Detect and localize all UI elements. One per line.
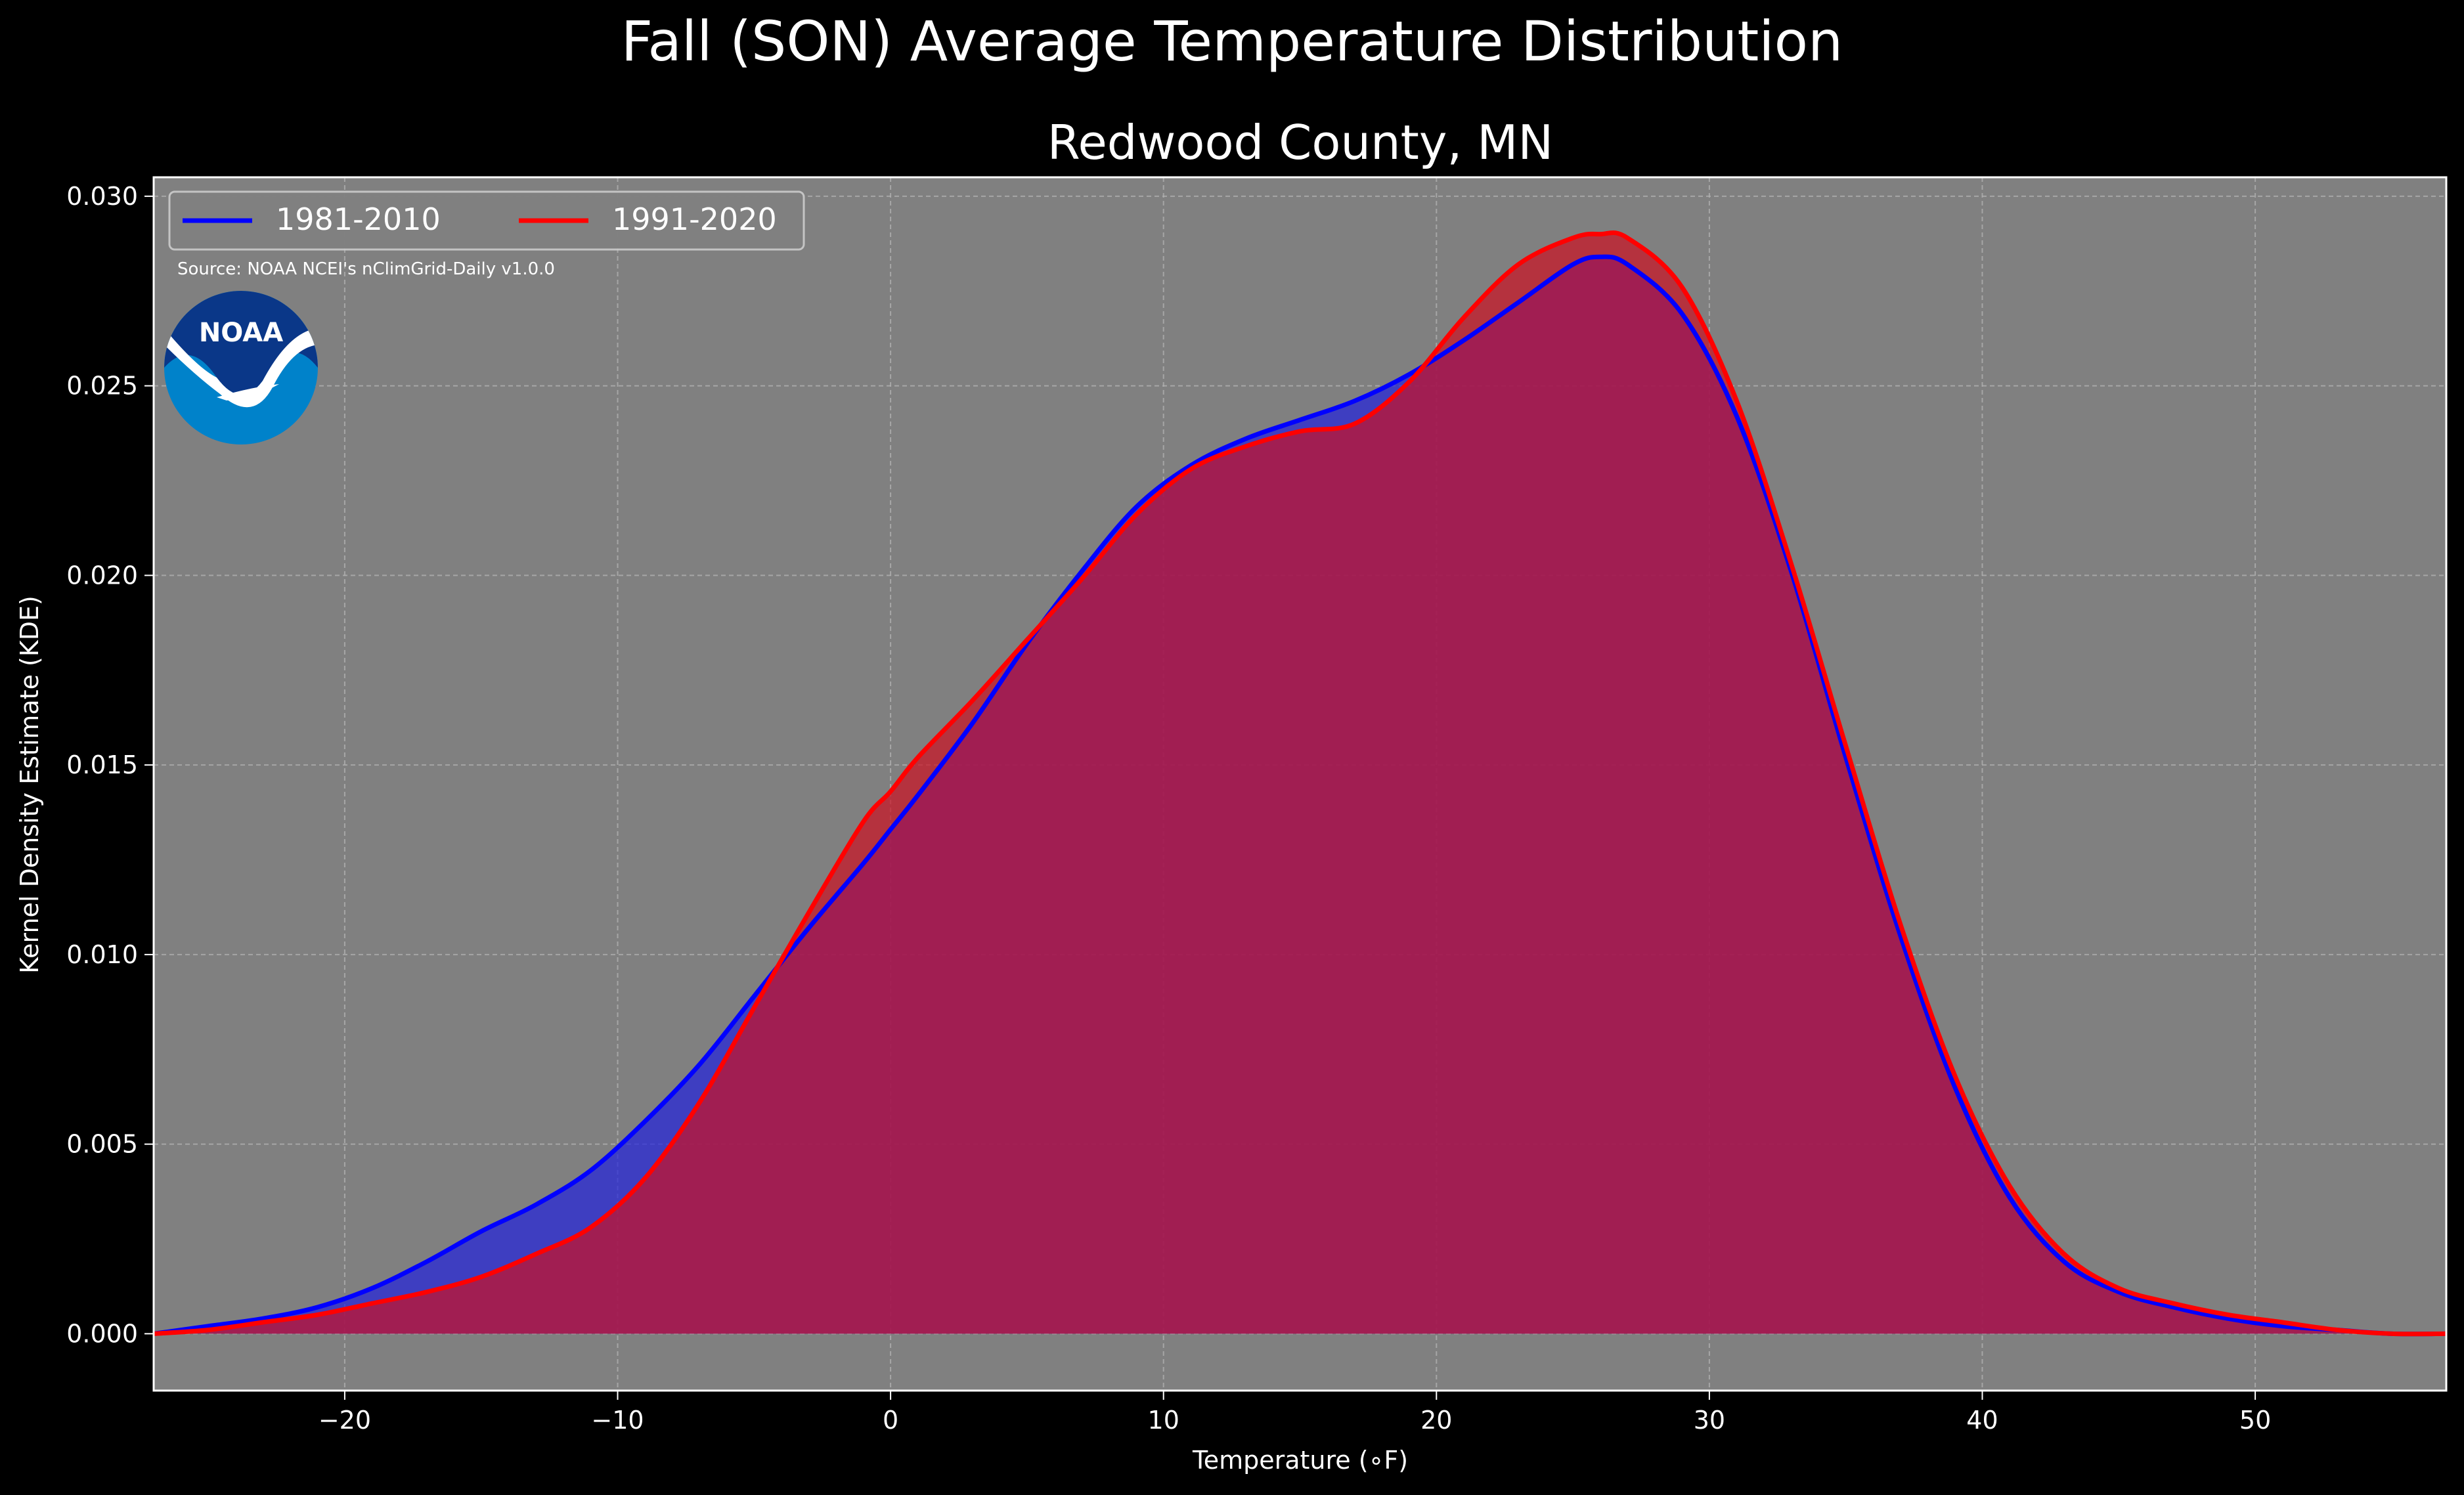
x-tick-label: 40 bbox=[1966, 1406, 1998, 1435]
x-tick-label: 30 bbox=[1694, 1406, 1725, 1435]
y-tick-label: 0.015 bbox=[66, 750, 138, 779]
chart-subtitle: Redwood County, MN bbox=[1047, 115, 1554, 170]
x-tick-label: −10 bbox=[591, 1406, 644, 1435]
x-tick-label: 10 bbox=[1148, 1406, 1179, 1435]
y-axis-label: Kernel Density Estimate (KDE) bbox=[15, 596, 44, 974]
noaa-logo: NOAA bbox=[164, 291, 318, 444]
noaa-logo-text: NOAA bbox=[199, 318, 283, 348]
y-tick-label: 0.030 bbox=[66, 182, 138, 211]
legend-box bbox=[168, 190, 805, 251]
legend-label: 1991-2020 bbox=[612, 202, 777, 237]
y-tick-label: 0.010 bbox=[66, 940, 138, 969]
source-annotation: Source: NOAA NCEI's nClimGrid-Daily v1.0… bbox=[177, 259, 555, 279]
legend-label: 1981-2010 bbox=[276, 202, 441, 237]
series-line-1991-2020 bbox=[153, 230, 2447, 1337]
y-tick-label: 0.020 bbox=[66, 561, 138, 590]
y-tick-label: 0.025 bbox=[66, 372, 138, 401]
y-tick-label: 0.005 bbox=[66, 1130, 138, 1159]
x-tick-label: 20 bbox=[1420, 1406, 1452, 1435]
x-tick-label: 0 bbox=[883, 1406, 898, 1435]
legend: 1981-2010 1991-2020 bbox=[168, 190, 805, 251]
x-tick-label: −20 bbox=[319, 1406, 371, 1435]
chart-suptitle: Fall (SON) Average Temperature Distribut… bbox=[621, 9, 1843, 74]
x-tick-label: 50 bbox=[2239, 1406, 2271, 1435]
plot-frame bbox=[152, 176, 2448, 1392]
x-axis-label: Temperature (∘F) bbox=[1192, 1446, 1408, 1475]
series-line-1981-2010 bbox=[153, 254, 2447, 1337]
y-tick-label: 0.000 bbox=[66, 1319, 138, 1348]
